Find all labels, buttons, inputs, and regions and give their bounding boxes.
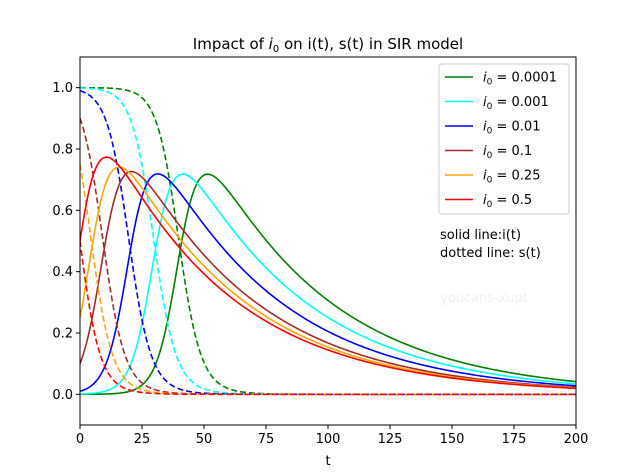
legend-box	[438, 63, 570, 215]
x-axis: 0 25 50 75 100 125 150 175 200	[76, 425, 589, 447]
x-tick-label: 200	[564, 432, 589, 447]
title-sub: 0	[273, 44, 279, 55]
y-tick-label: 0.0	[52, 388, 73, 403]
series-i-line-0	[80, 173, 576, 396]
legend-label-var: i	[483, 144, 487, 159]
y-tick-label: 0.6	[52, 204, 73, 219]
legend-label-var: i	[483, 193, 487, 208]
title-var: i	[269, 35, 274, 53]
series-i-line-3	[80, 170, 576, 389]
note-line: dotted line: s(t)	[440, 246, 541, 261]
legend-label-var: i	[483, 95, 487, 110]
legend-label: i0 = 0.25	[483, 169, 540, 186]
line-style-note: solid line:i(t) dotted line: s(t)	[440, 228, 541, 261]
title-prefix: Impact of	[193, 35, 269, 53]
note-line: solid line:i(t)	[440, 228, 521, 243]
x-tick-label: 25	[134, 432, 151, 447]
plot-area	[79, 56, 577, 426]
legend-label-value: = 0.25	[492, 169, 540, 184]
x-tick-label: 50	[196, 432, 213, 447]
legend-label-sub: 0	[487, 151, 493, 161]
legend-label-value: = 0.5	[492, 193, 532, 208]
legend-label-value: = 0.001	[492, 95, 548, 110]
watermark: youcans-xupt	[440, 291, 528, 306]
series-i-line-2	[80, 173, 576, 393]
legend-label-sub: 0	[487, 200, 493, 210]
legend-label-sub: 0	[487, 127, 493, 137]
title-suffix: on i(t), s(t) in SIR model	[279, 35, 463, 53]
legend-label-var: i	[483, 169, 487, 184]
y-tick-label: 0.4	[52, 265, 73, 280]
legend-label: i0 = 0.5	[483, 193, 532, 210]
x-tick-label: 75	[258, 432, 275, 447]
y-axis: 0.0 0.2 0.4 0.6 0.8 1.0	[52, 81, 80, 403]
chart-title: Impact of i0 on i(t), s(t) in SIR model	[193, 35, 463, 55]
y-tick-label: 0.2	[52, 327, 73, 342]
legend-label-sub: 0	[487, 176, 493, 186]
legend-label-value: = 0.1	[492, 144, 532, 159]
y-tick-label: 1.0	[52, 81, 73, 96]
y-tick-label: 0.8	[52, 143, 73, 158]
legend-label-value: = 0.0001	[492, 71, 557, 86]
legend-label: i0 = 0.1	[483, 144, 532, 161]
legend-label-sub: 0	[487, 78, 493, 88]
legend-label-var: i	[483, 120, 487, 135]
x-tick-label: 0	[76, 432, 84, 447]
legend-label: i0 = 0.0001	[483, 71, 557, 88]
legend-label-value: = 0.01	[492, 120, 540, 135]
legend-label: i0 = 0.001	[483, 95, 549, 112]
series-layer	[80, 86, 576, 396]
x-axis-label: t	[325, 454, 330, 469]
series-i-line-1	[80, 173, 576, 395]
legend-label: i0 = 0.01	[483, 120, 540, 137]
chart-title-text: Impact of i0 on i(t), s(t) in SIR model	[193, 35, 463, 55]
x-tick-label: 175	[502, 432, 527, 447]
series-i-line-5	[80, 156, 576, 390]
series-s-line-5	[80, 240, 576, 396]
legend-label-sub: 0	[487, 102, 493, 112]
x-tick-label: 150	[440, 432, 465, 447]
legend-label-var: i	[483, 71, 487, 86]
x-tick-label: 100	[316, 432, 341, 447]
x-tick-label: 125	[378, 432, 403, 447]
